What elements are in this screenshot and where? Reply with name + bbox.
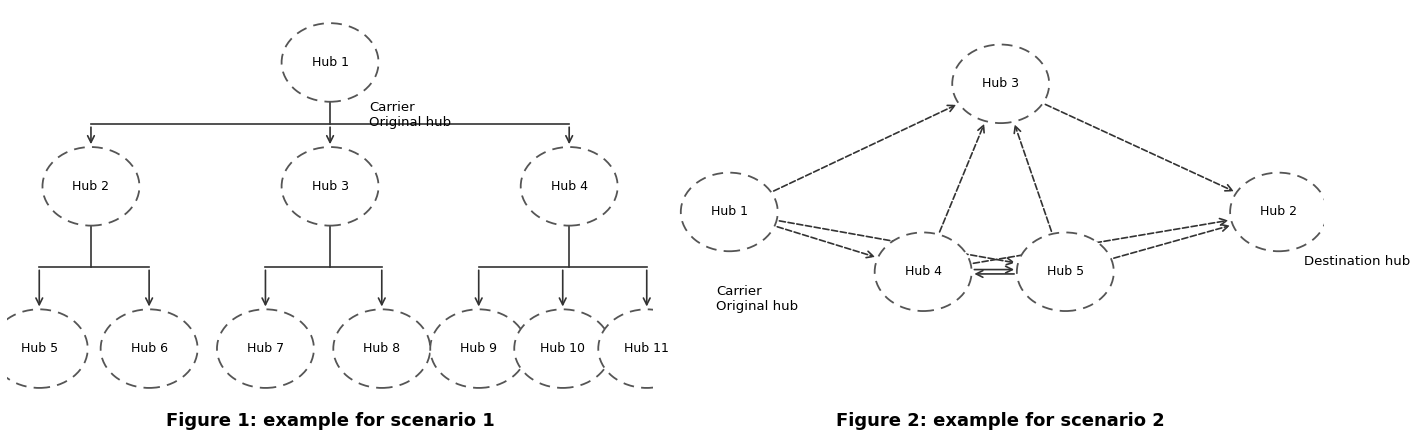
Ellipse shape: [43, 147, 139, 226]
Ellipse shape: [431, 309, 528, 388]
Text: Carrier
Original hub: Carrier Original hub: [368, 101, 451, 129]
Text: Hub 6: Hub 6: [131, 342, 168, 355]
Text: Hub 1: Hub 1: [711, 206, 748, 218]
Text: Hub 11: Hub 11: [624, 342, 670, 355]
Text: Hub 5: Hub 5: [1047, 265, 1084, 278]
Ellipse shape: [1230, 173, 1327, 251]
Text: Figure 2: example for scenario 2: Figure 2: example for scenario 2: [836, 412, 1165, 430]
Text: Hub 8: Hub 8: [363, 342, 401, 355]
Text: Hub 10: Hub 10: [540, 342, 586, 355]
Text: Figure 1: example for scenario 1: Figure 1: example for scenario 1: [166, 412, 495, 430]
Text: Hub 7: Hub 7: [247, 342, 284, 355]
Ellipse shape: [333, 309, 431, 388]
Text: Hub 3: Hub 3: [983, 77, 1020, 90]
Ellipse shape: [515, 309, 611, 388]
Ellipse shape: [599, 309, 695, 388]
Text: Hub 4: Hub 4: [550, 180, 587, 193]
Text: Hub 2: Hub 2: [73, 180, 109, 193]
Ellipse shape: [953, 45, 1049, 123]
Ellipse shape: [681, 173, 778, 251]
Ellipse shape: [282, 147, 378, 226]
Text: Hub 3: Hub 3: [311, 180, 348, 193]
Ellipse shape: [1017, 232, 1113, 311]
Ellipse shape: [0, 309, 88, 388]
Text: Hub 2: Hub 2: [1260, 206, 1297, 218]
Ellipse shape: [520, 147, 617, 226]
Text: Hub 4: Hub 4: [904, 265, 941, 278]
Ellipse shape: [218, 309, 314, 388]
Text: Hub 9: Hub 9: [461, 342, 498, 355]
Text: Hub 5: Hub 5: [21, 342, 58, 355]
Ellipse shape: [101, 309, 198, 388]
Text: Hub 1: Hub 1: [311, 56, 348, 69]
Text: Destination hub: Destination hub: [1304, 254, 1411, 268]
Ellipse shape: [875, 232, 971, 311]
Ellipse shape: [282, 23, 378, 102]
Text: Carrier
Original hub: Carrier Original hub: [717, 284, 799, 313]
